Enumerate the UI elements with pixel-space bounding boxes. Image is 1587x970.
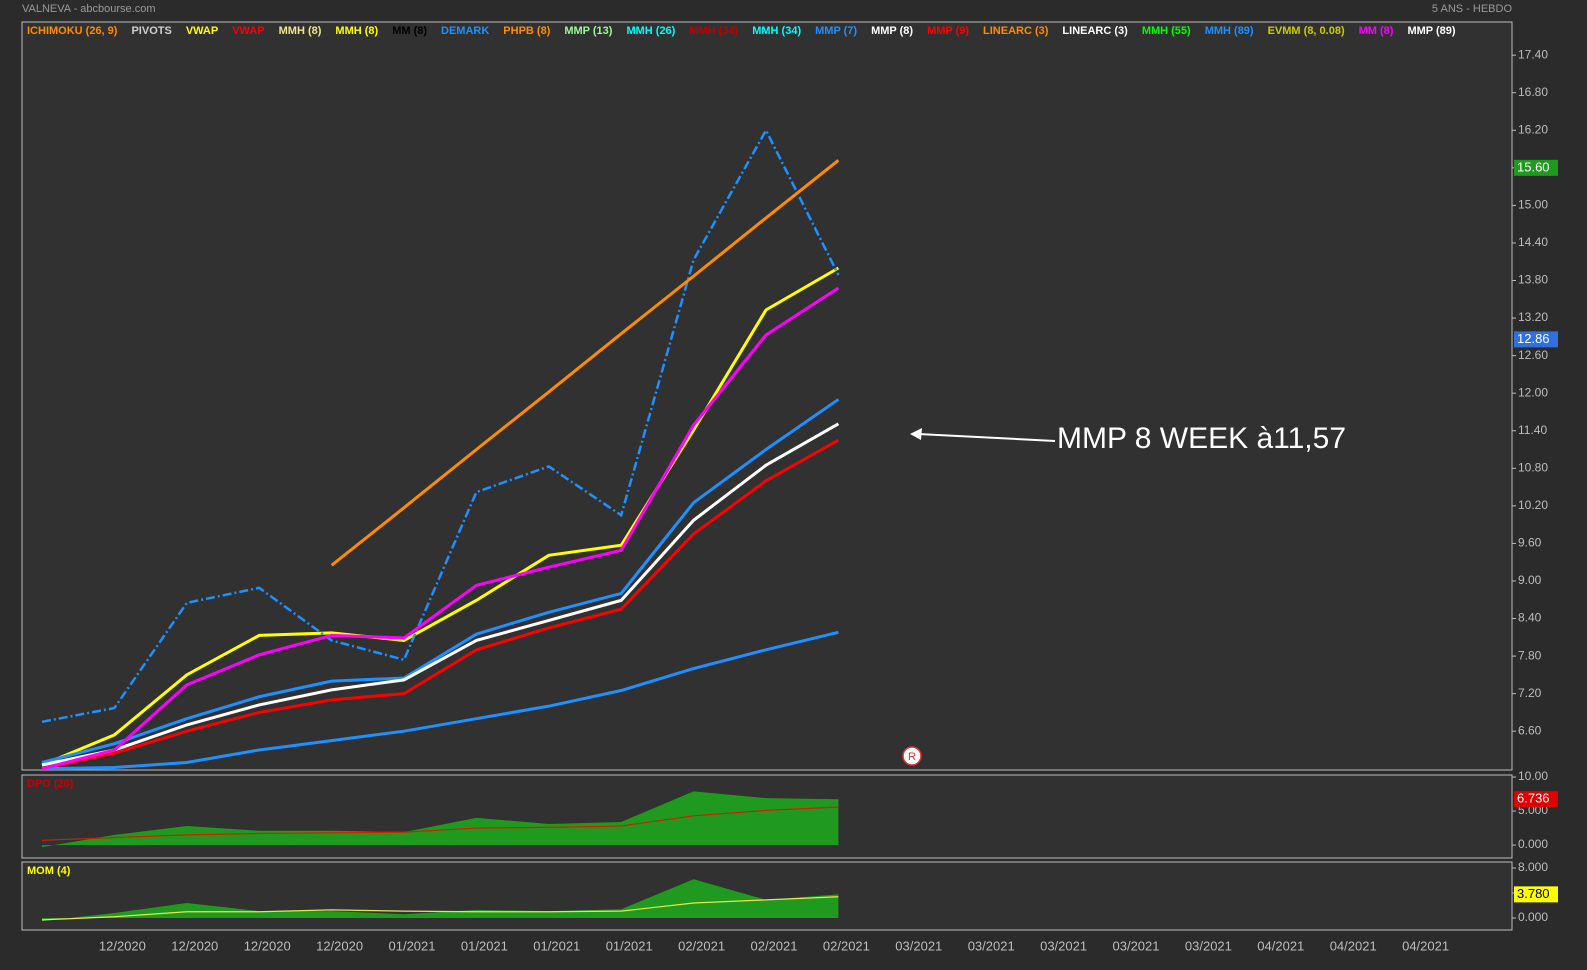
y-tick-label: 10.00 — [1518, 769, 1548, 783]
marker-label: R — [908, 751, 916, 763]
x-tick-label: 03/2021 — [1113, 938, 1160, 953]
x-tick-label: 03/2021 — [895, 938, 942, 953]
legend-entry: LINEARC (3) — [983, 25, 1049, 37]
annotation: MMP 8 WEEK à11,57 — [1057, 422, 1346, 455]
legend-entry: MMH (55) — [1142, 25, 1191, 37]
x-tick-label: 12/2020 — [244, 938, 291, 953]
y-tick-label: 9.60 — [1518, 536, 1542, 550]
y-tick-label: 12.60 — [1518, 348, 1548, 362]
price-label-bg — [1514, 886, 1558, 903]
annotation-arrow — [917, 433, 1056, 442]
y-tick-label: 17.40 — [1518, 47, 1548, 61]
marker-badge — [902, 746, 922, 766]
x-tick-label: 12/2020 — [99, 938, 146, 953]
y-tick-label: 9.00 — [1518, 573, 1542, 587]
legend-entry: LINEARC (3) — [1062, 25, 1128, 37]
y-tick-label: 7.80 — [1518, 648, 1542, 662]
legend-entry: VWAP — [232, 25, 264, 37]
legend-entry: PIVOTS — [131, 25, 171, 37]
series-line — [41, 127, 840, 724]
price-label: 3.780 — [1517, 886, 1550, 901]
y-tick-label: 0.000 — [1518, 837, 1548, 851]
y-tick-label: 16.20 — [1518, 122, 1548, 136]
x-tick-label: 03/2021 — [1040, 938, 1087, 953]
legend-entry: MMP (9) — [927, 25, 969, 37]
x-tick-label: 04/2021 — [1330, 938, 1377, 953]
y-tick-label: 10.20 — [1518, 498, 1548, 512]
legend-entry: MMH (89) — [1205, 25, 1254, 37]
legend-entry: MM (8) — [1359, 25, 1394, 37]
series-line — [41, 398, 840, 764]
chart-title: VALNEVA - abcbourse.com — [22, 3, 156, 15]
y-tick-label: 12.00 — [1518, 385, 1548, 399]
x-tick-label: 04/2021 — [1402, 938, 1449, 953]
legend-entry: DEMARK — [441, 25, 489, 37]
legend-entry: MM (8) — [392, 25, 427, 37]
panel — [21, 861, 1513, 931]
y-tick-label: 8.000 — [1518, 860, 1548, 874]
annotation-arrowhead — [910, 428, 922, 440]
x-tick-label: 03/2021 — [968, 938, 1015, 953]
price-label: 12.86 — [1517, 331, 1550, 346]
y-tick-label: 13.20 — [1518, 310, 1548, 324]
x-tick-label: 12/2020 — [316, 938, 363, 953]
series-line — [330, 159, 840, 567]
y-tick-label: 8.40 — [1518, 611, 1542, 625]
series-line — [41, 896, 839, 921]
x-tick-label: 02/2021 — [678, 938, 725, 953]
y-tick-label: 10.80 — [1518, 460, 1548, 474]
y-tick-label: 11.40 — [1518, 423, 1547, 437]
x-tick-label: 02/2021 — [823, 938, 870, 953]
legend-entry: MMH (8) — [335, 25, 378, 37]
legend-entry: MMP (8) — [871, 25, 913, 37]
legend-entry: MMP (13) — [564, 25, 612, 37]
series-line — [41, 438, 840, 770]
panel-title: MOM (4) — [27, 865, 71, 877]
y-tick-label: 14.40 — [1518, 235, 1548, 249]
price-label-bg — [1514, 791, 1558, 808]
y-tick-label: 6.60 — [1518, 723, 1542, 737]
legend-entry: EVMM (8, 0.08) — [1268, 25, 1345, 37]
price-label: 15.60 — [1517, 159, 1550, 174]
x-tick-label: 01/2021 — [389, 938, 436, 953]
price-label-bg — [1514, 331, 1558, 348]
x-tick-label: 03/2021 — [1185, 938, 1232, 953]
y-tick-label: 7.20 — [1518, 686, 1542, 700]
x-tick-label: 04/2021 — [1257, 938, 1304, 953]
series-line — [41, 630, 839, 770]
series-area — [42, 791, 839, 848]
legend-entry: MMH (34) — [752, 25, 801, 37]
legend-entry: MMP (89) — [1407, 25, 1455, 37]
x-tick-label: 01/2021 — [461, 938, 508, 953]
x-tick-label: 01/2021 — [533, 938, 580, 953]
y-tick-label: 16.80 — [1518, 85, 1548, 99]
series-line — [41, 806, 839, 841]
series-line — [41, 422, 840, 767]
y-tick-label: 0.000 — [1518, 910, 1548, 924]
price-label-bg — [1514, 159, 1558, 176]
legend-entry: ICHIMOKU (26, 9) — [27, 25, 118, 37]
legend-entry: MMH (8) — [279, 25, 322, 37]
price-label: 6.736 — [1517, 791, 1550, 806]
legend-entry: MMH (26) — [626, 25, 675, 37]
legend-entry: PHPB (8) — [503, 25, 550, 37]
series-line — [41, 286, 840, 770]
panel-title: DPO (20) — [27, 778, 74, 790]
legend-entry: MMP (7) — [815, 25, 857, 37]
series-area — [42, 879, 839, 922]
y-tick-label: 13.80 — [1518, 273, 1548, 287]
legend-entry: MMH (34) — [689, 25, 738, 37]
chart-subtitle: 5 ANS - HEBDO — [1432, 3, 1513, 15]
x-tick-label: 02/2021 — [751, 938, 798, 953]
y-tick-label: 15.00 — [1518, 198, 1548, 212]
legend-entry: VWAP — [186, 25, 218, 37]
panel — [21, 21, 1513, 771]
x-tick-label: 01/2021 — [606, 938, 653, 953]
x-tick-label: 12/2020 — [171, 938, 218, 953]
